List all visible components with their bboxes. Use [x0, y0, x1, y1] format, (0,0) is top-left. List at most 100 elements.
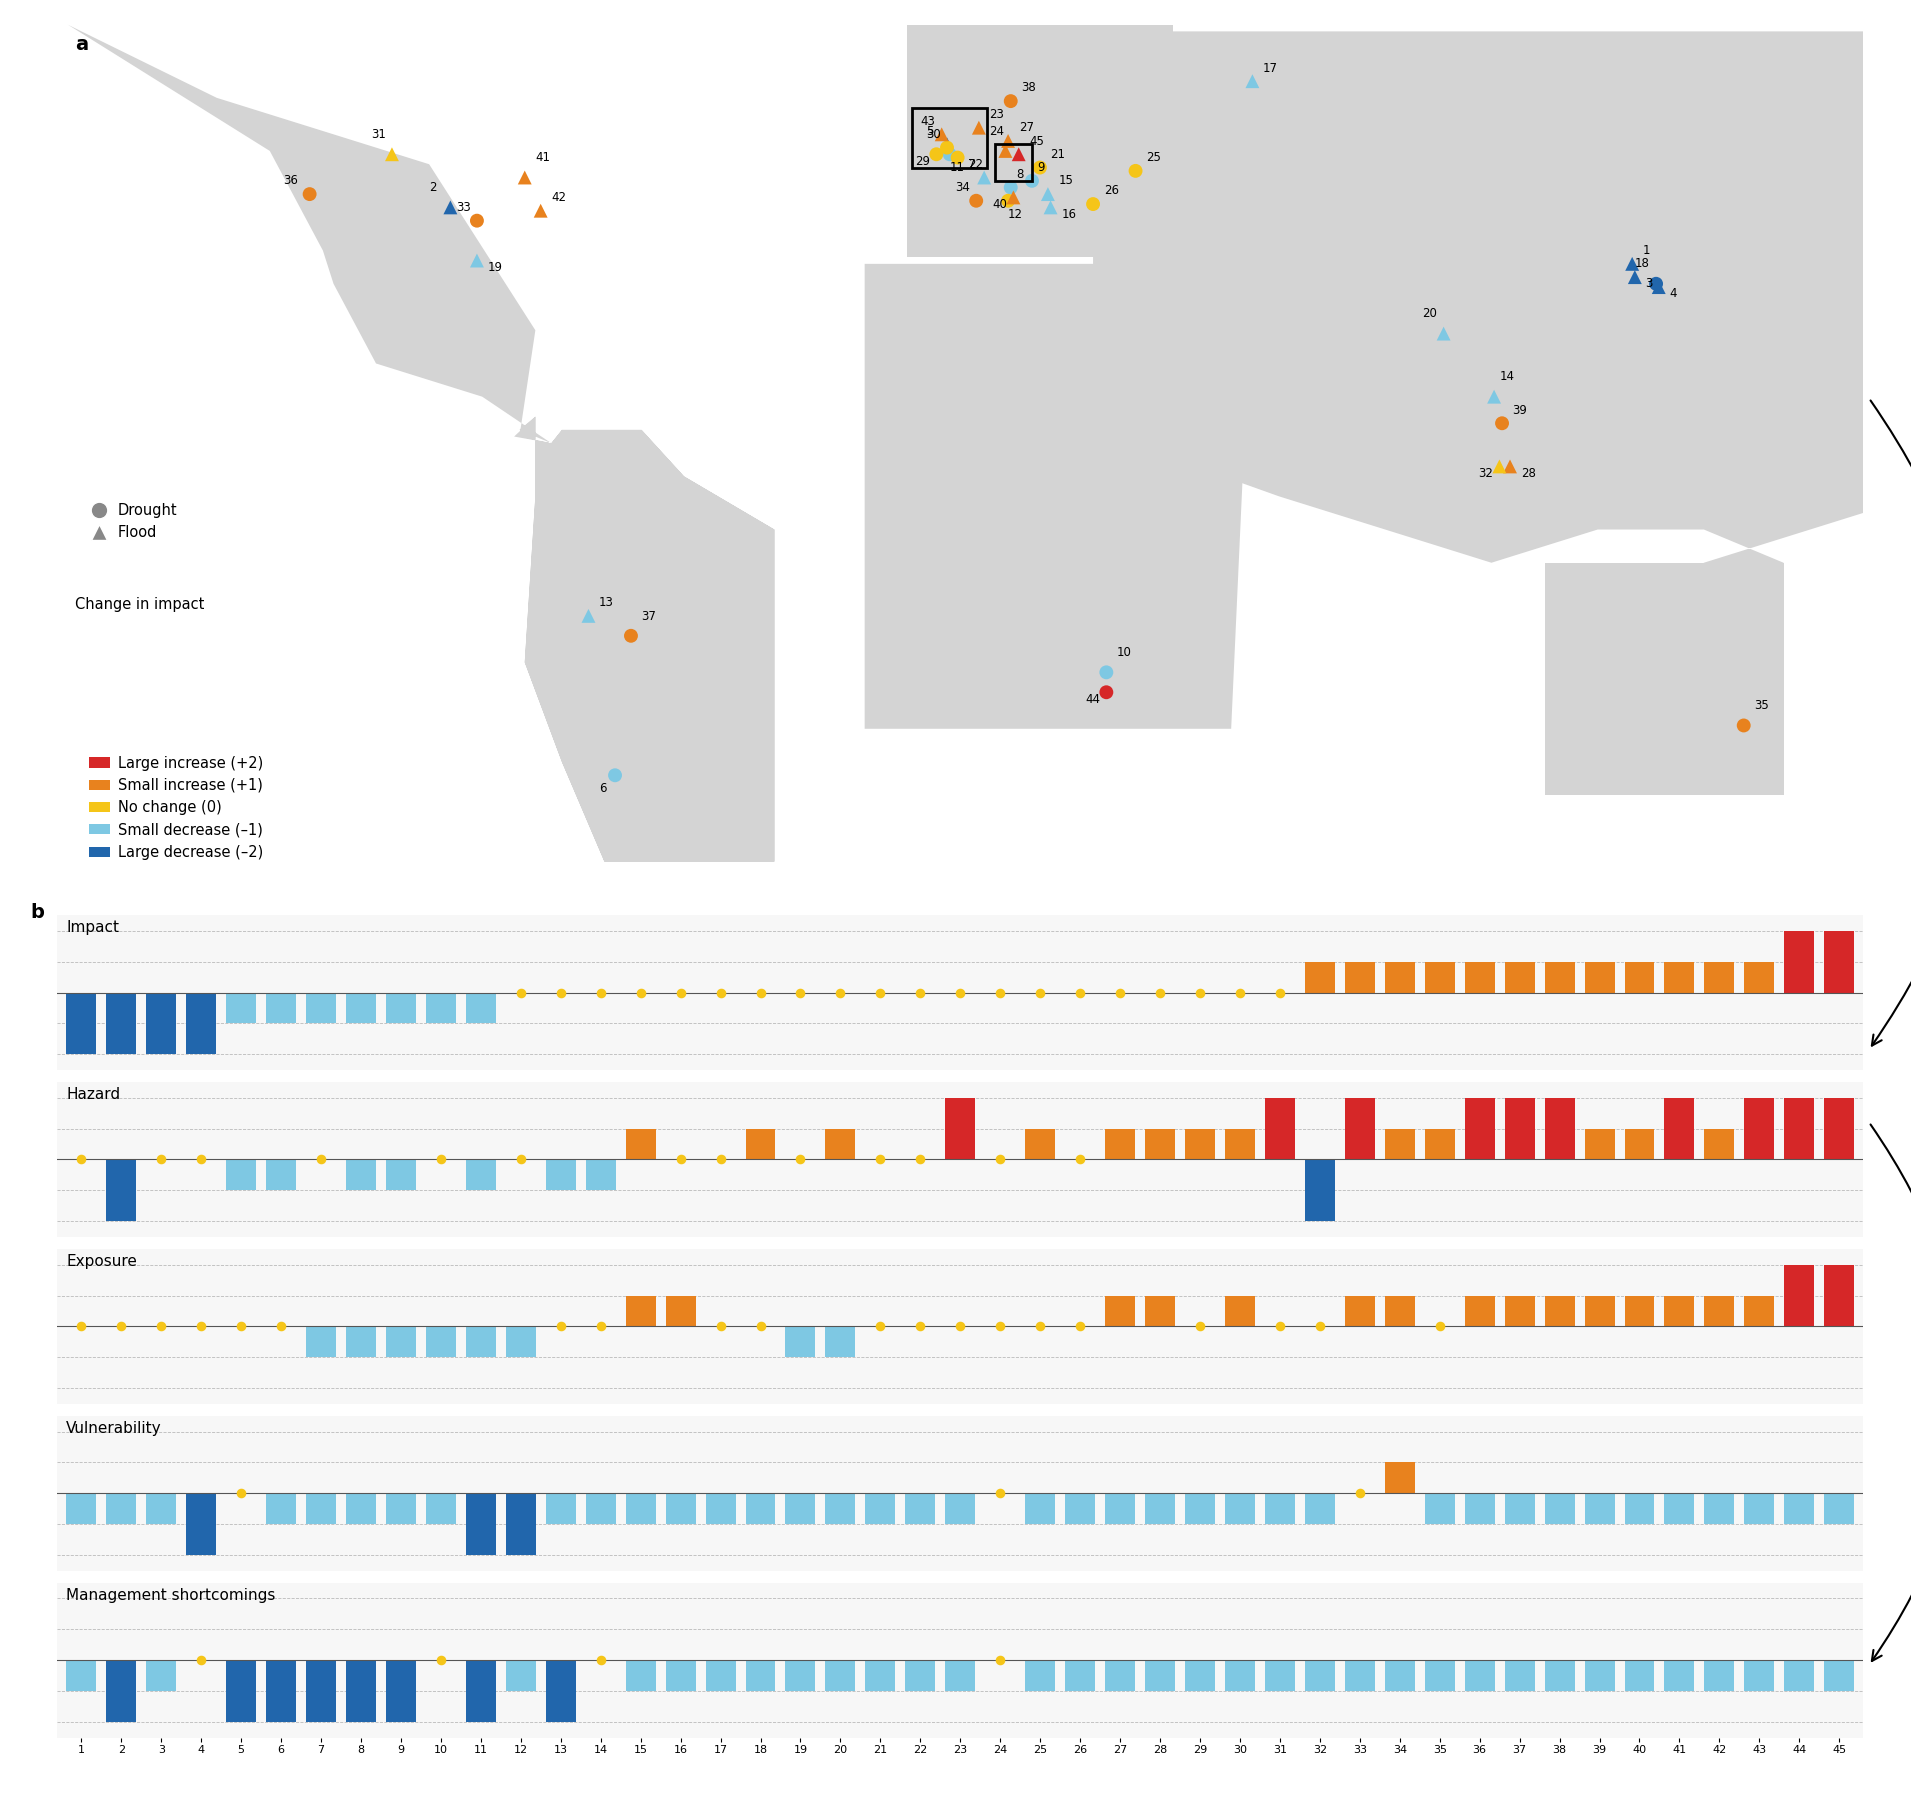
- Bar: [785, 1327, 816, 1358]
- Bar: [1745, 1097, 1773, 1160]
- Bar: [1064, 1660, 1095, 1691]
- Point: [426, 1645, 457, 1674]
- Point: [1145, 977, 1175, 1006]
- Point: [1185, 977, 1215, 1006]
- Point: [1643, 273, 1674, 302]
- Bar: [826, 1327, 856, 1358]
- Bar: [185, 1493, 216, 1555]
- Bar: [665, 1493, 696, 1524]
- Point: [1642, 270, 1672, 299]
- Bar: [1345, 1660, 1374, 1691]
- Point: [506, 1146, 537, 1175]
- Text: 13: 13: [600, 595, 613, 610]
- Bar: [1064, 1493, 1095, 1524]
- Bar: [1825, 1660, 1854, 1691]
- Bar: [1504, 961, 1535, 992]
- Bar: [785, 1493, 816, 1524]
- Bar: [866, 1493, 896, 1524]
- Point: [990, 136, 1020, 165]
- Bar: [1464, 1660, 1494, 1691]
- Point: [625, 977, 655, 1006]
- Point: [1494, 452, 1525, 481]
- Bar: [1464, 1296, 1494, 1327]
- Text: 36: 36: [283, 174, 298, 188]
- Point: [665, 977, 696, 1006]
- Bar: [1024, 1129, 1055, 1160]
- Bar: [466, 1660, 495, 1721]
- Polygon shape: [864, 264, 1252, 729]
- Bar: [107, 992, 136, 1055]
- Bar: [466, 1160, 495, 1191]
- Bar: [1225, 1660, 1256, 1691]
- Point: [1485, 452, 1515, 481]
- Bar: [107, 1660, 136, 1721]
- Bar: [1426, 1493, 1454, 1524]
- Bar: [1664, 1660, 1695, 1691]
- Bar: [1385, 1296, 1414, 1327]
- Bar: [585, 1493, 615, 1524]
- Bar: [1024, 1493, 1055, 1524]
- Bar: [547, 1160, 575, 1191]
- Bar: [745, 1660, 776, 1691]
- Bar: [1145, 1493, 1175, 1524]
- Point: [866, 1146, 896, 1175]
- Text: b: b: [31, 903, 44, 921]
- Bar: [1584, 1493, 1615, 1524]
- Bar: [147, 1493, 176, 1524]
- Bar: [1745, 961, 1773, 992]
- Bar: [1745, 1296, 1773, 1327]
- Bar: [1345, 961, 1374, 992]
- Bar: [1624, 1129, 1655, 1160]
- Bar: [1345, 1097, 1374, 1160]
- Point: [934, 139, 965, 168]
- Bar: [306, 1327, 336, 1358]
- Bar: [826, 1129, 856, 1160]
- Point: [1728, 711, 1758, 740]
- Point: [1185, 1312, 1215, 1341]
- Text: 6: 6: [600, 782, 606, 795]
- Bar: [1624, 1493, 1655, 1524]
- Point: [545, 977, 575, 1006]
- Point: [585, 977, 615, 1006]
- Text: 3: 3: [1645, 277, 1653, 290]
- Bar: [996, 145, 1032, 181]
- Point: [921, 139, 952, 168]
- Point: [1236, 67, 1267, 96]
- Bar: [745, 1129, 776, 1160]
- Bar: [346, 1160, 376, 1191]
- Text: 15: 15: [1059, 174, 1074, 188]
- Bar: [466, 1327, 495, 1358]
- Bar: [346, 1327, 376, 1358]
- Point: [906, 1312, 936, 1341]
- Bar: [1705, 1296, 1735, 1327]
- Bar: [506, 1327, 535, 1358]
- Text: 1: 1: [1643, 244, 1651, 257]
- Point: [225, 1312, 256, 1341]
- Bar: [1785, 930, 1814, 992]
- Point: [462, 246, 493, 275]
- Text: 43: 43: [921, 114, 934, 129]
- Text: 8: 8: [1017, 168, 1024, 181]
- Bar: [1385, 1129, 1414, 1160]
- Point: [1064, 1312, 1095, 1341]
- Bar: [1305, 1660, 1336, 1691]
- Text: 39: 39: [1514, 404, 1527, 416]
- Point: [105, 1312, 136, 1341]
- Bar: [1185, 1660, 1215, 1691]
- Bar: [506, 1660, 535, 1691]
- Point: [462, 206, 493, 235]
- Point: [1428, 319, 1458, 348]
- Point: [826, 977, 856, 1006]
- Point: [600, 760, 631, 789]
- Point: [185, 1312, 216, 1341]
- Bar: [147, 1660, 176, 1691]
- Point: [1091, 657, 1122, 686]
- Bar: [1825, 930, 1854, 992]
- Bar: [665, 1660, 696, 1691]
- Bar: [1504, 1097, 1535, 1160]
- Point: [933, 134, 963, 163]
- Bar: [1385, 1660, 1414, 1691]
- Bar: [1464, 1493, 1494, 1524]
- Bar: [1145, 1660, 1175, 1691]
- Bar: [386, 992, 417, 1023]
